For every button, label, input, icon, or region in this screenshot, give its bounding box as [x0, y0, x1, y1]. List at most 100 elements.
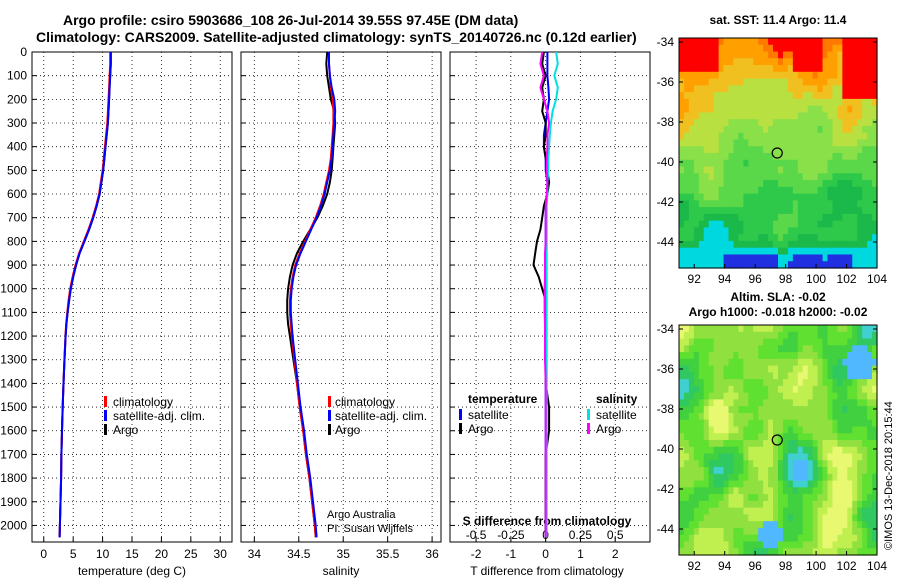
sst-map-cell [847, 213, 853, 222]
sst-map-cell [743, 213, 749, 222]
sla-map-cell [718, 352, 725, 360]
sst-map-cell [827, 200, 834, 208]
sla-map-cell [792, 494, 799, 502]
sla-map-cell [852, 399, 858, 407]
sla-map-cell [773, 331, 779, 340]
sst-map-cell [698, 159, 705, 168]
sst-map-cell [713, 261, 720, 269]
sla-map-cell [847, 507, 853, 516]
sla-map-cell [713, 352, 720, 360]
sla-map-cell [842, 500, 848, 509]
sst-map-cell [827, 153, 834, 161]
sst-map-cell [703, 38, 710, 46]
sla-map-cell [842, 385, 848, 394]
sst-map-cell [817, 227, 824, 235]
sst-map-cell [703, 247, 710, 256]
sla-map-x-tick-label: 104 [867, 559, 887, 573]
sla-map-cell [817, 325, 824, 333]
sst-map-cell [698, 58, 705, 66]
sla-map-cell [768, 379, 774, 387]
sst-map-cell [728, 112, 735, 120]
sst-map-cell [728, 240, 735, 249]
sla-map-cell [787, 385, 794, 394]
sst-map-cell [792, 213, 799, 222]
sla-map-cell [758, 494, 764, 502]
sla-map-cell [708, 507, 715, 516]
sla-map-cell [718, 473, 725, 482]
sst-map-cell [683, 227, 690, 235]
sla-map-cell [753, 507, 759, 516]
sst-map-cell [862, 240, 868, 249]
sst-map-cell [773, 207, 779, 215]
sst-map-cell [812, 105, 819, 114]
sla-map-cell [797, 352, 804, 360]
sla-map-cell [688, 473, 695, 482]
sla-map-cell [817, 507, 824, 516]
sla-map-cell [683, 325, 690, 333]
sla-map-cell [862, 352, 868, 360]
sst-map-cell [787, 240, 794, 249]
sla-map-cell [768, 527, 774, 536]
sst-map-cell [758, 153, 764, 161]
sst-map-cell [867, 78, 873, 86]
sla-map-cell [782, 521, 789, 529]
sla-map-cell [748, 453, 754, 461]
sla-map-cell [807, 399, 814, 407]
sla-map-cell [872, 392, 878, 401]
sst-map-cell [723, 180, 730, 188]
sst-map-cell [778, 71, 784, 80]
sst-map-cell [728, 78, 735, 86]
sst-map-cell [872, 173, 878, 181]
sst-map-cell [683, 207, 690, 215]
legend-swatch [328, 410, 331, 421]
sst-map-cell [703, 85, 710, 93]
sst-map-cell [852, 186, 858, 195]
sst-map-cell [728, 159, 735, 168]
sla-map-cell [872, 412, 878, 421]
sla-map-cell [802, 467, 809, 475]
sla-map-cell [708, 453, 715, 461]
sst-map-cell [708, 173, 715, 181]
sst-map-cell [817, 38, 824, 46]
sla-map-cell [723, 527, 730, 536]
sst-map-cell [733, 227, 739, 235]
sla-map-cell [812, 480, 819, 488]
sst-map-cell [679, 247, 685, 256]
sst-map-cell [713, 247, 720, 256]
sla-map-cell [679, 548, 685, 556]
sst-map-cell [797, 44, 804, 53]
sla-map-cell [728, 331, 735, 340]
sst-map-cell [703, 254, 710, 262]
sst-map-cell [807, 65, 814, 73]
sla-map-cell [753, 338, 759, 346]
sla-map-cell [852, 345, 858, 353]
sla-map-cell [683, 521, 690, 529]
title-line-2: Climatology: CARS2009. Satellite-adjuste… [36, 29, 637, 45]
sla-map-cell [802, 494, 809, 502]
sla-map-cell [778, 534, 784, 543]
y-tick-label: 100 [7, 69, 27, 83]
sst-map-cell [842, 125, 848, 134]
sla-map-cell [782, 460, 789, 468]
sst-map-cell [862, 38, 868, 46]
sst-map-cell [792, 200, 799, 208]
sla-map-cell [797, 426, 804, 434]
sst-map-cell [802, 227, 809, 235]
sst-map-cell [688, 227, 695, 235]
sla-map-cell [867, 480, 873, 488]
sla-map-cell [688, 534, 695, 543]
sst-map-cell [679, 173, 685, 181]
sst-map-cell [698, 186, 705, 195]
sst-map-cell [822, 220, 829, 229]
sst-map-cell [743, 105, 749, 114]
sla-map-cell [782, 494, 789, 502]
sst-map-cell [698, 166, 705, 174]
sla-map-cell [743, 521, 749, 529]
sla-map-cell [837, 385, 843, 394]
sla-map-cell [703, 392, 710, 401]
sla-map-cell [768, 507, 774, 516]
sst-map-cell [763, 119, 769, 127]
sst-map-y-tick-label: -38 [657, 115, 675, 129]
sst-map-cell [758, 146, 764, 154]
sla-map-cell [743, 358, 749, 367]
